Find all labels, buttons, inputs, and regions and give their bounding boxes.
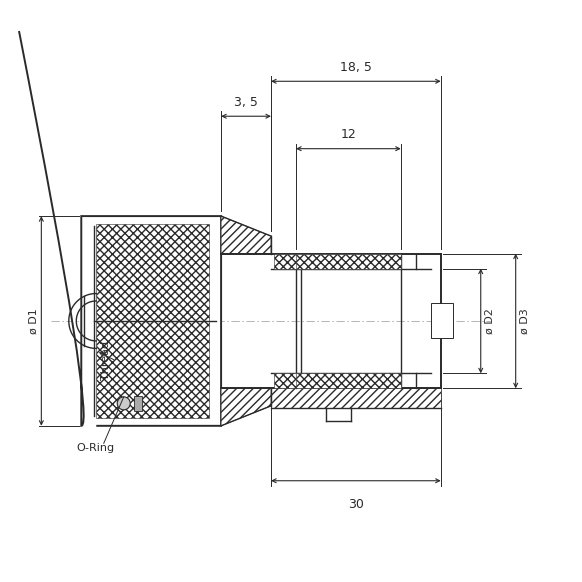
Text: 18, 5: 18, 5 bbox=[340, 61, 372, 74]
Bar bbox=[96, 223, 208, 321]
Text: ø D2: ø D2 bbox=[485, 308, 495, 334]
Circle shape bbox=[117, 397, 130, 410]
Bar bbox=[274, 374, 301, 388]
Bar bbox=[274, 254, 301, 268]
Bar bbox=[296, 374, 401, 388]
Polygon shape bbox=[221, 216, 271, 254]
Bar bbox=[271, 388, 441, 409]
Text: O-Ring: O-Ring bbox=[76, 443, 115, 453]
Text: 3, 5: 3, 5 bbox=[234, 96, 258, 109]
Text: 12: 12 bbox=[340, 128, 356, 141]
Text: ø D3: ø D3 bbox=[520, 308, 530, 334]
Bar bbox=[134, 396, 141, 411]
Bar bbox=[96, 321, 208, 418]
Bar bbox=[431, 303, 453, 339]
Bar bbox=[296, 254, 401, 268]
Polygon shape bbox=[221, 388, 271, 426]
Text: ø D1: ø D1 bbox=[29, 308, 39, 334]
Text: Thread: Thread bbox=[101, 342, 111, 381]
Text: 30: 30 bbox=[348, 498, 364, 511]
PathPatch shape bbox=[81, 216, 221, 426]
